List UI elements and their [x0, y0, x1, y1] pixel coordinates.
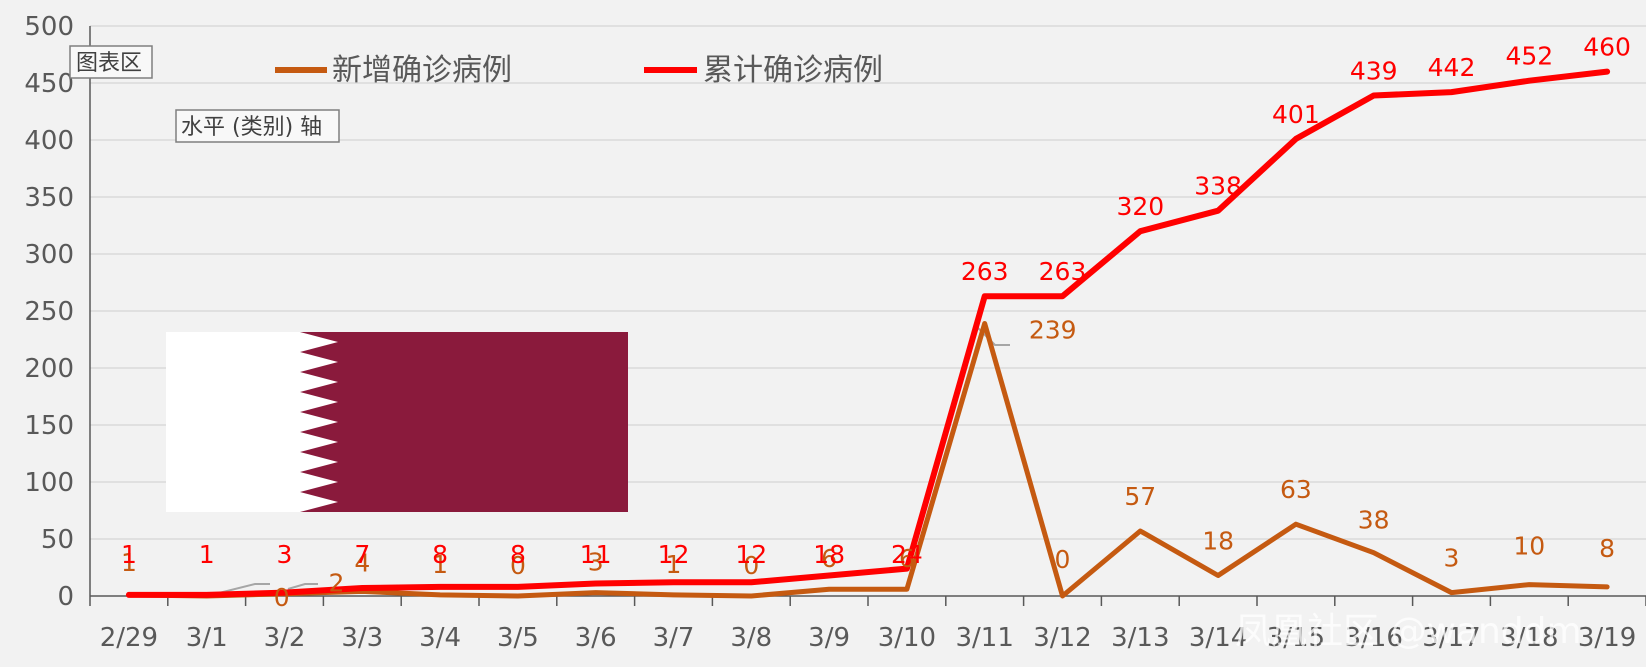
- data-label-new: 38: [1358, 506, 1390, 535]
- y-tick-label: 250: [24, 297, 74, 327]
- data-label-new: 63: [1280, 475, 1312, 504]
- x-tick-label: 3/3: [341, 623, 383, 653]
- x-tick-label: 3/7: [653, 623, 695, 653]
- x-tick-label: 3/6: [575, 623, 617, 653]
- x-tick-label: 3/15: [1267, 623, 1325, 653]
- x-tick-label: 3/13: [1111, 623, 1169, 653]
- data-label-new: 1: [432, 550, 448, 579]
- data-label-cumulative: 320: [1116, 192, 1164, 221]
- data-label-cumulative: 12: [658, 540, 690, 569]
- data-label-new: 18: [1202, 526, 1234, 555]
- data-label-new: 0: [743, 551, 759, 580]
- y-tick-label: 300: [24, 240, 74, 270]
- data-label-cumulative: 401: [1272, 100, 1320, 129]
- x-tick-label: 2/29: [100, 623, 158, 653]
- x-tick-label: 3/8: [730, 623, 772, 653]
- y-tick-label: 50: [41, 525, 74, 555]
- x-axis: 2/29 3/1 3/2 3/3 3/4 3/5 3/6 3/7 3/8 3/9 3/10 3/11 3…: [89, 26, 1646, 653]
- flag-maroon-field: [300, 332, 628, 512]
- data-label-cumulative: 442: [1428, 53, 1476, 82]
- legend-label-new: 新增确诊病例: [332, 53, 512, 88]
- data-label-cumulative: 439: [1350, 57, 1398, 86]
- x-tick-label: 3/10: [878, 623, 936, 653]
- data-label-cumulative: 24: [891, 540, 923, 569]
- y-tick-label: 450: [24, 69, 74, 99]
- series-line-new: [126, 321, 1610, 599]
- x-tick-label: 3/5: [497, 623, 539, 653]
- data-label-new: 6: [899, 544, 915, 573]
- data-label-cumulative: 263: [1039, 257, 1087, 286]
- x-tick-label: 3/12: [1033, 623, 1091, 653]
- series-line-cumulative: [125, 68, 1611, 598]
- category-axis-tag-box: [175, 109, 340, 143]
- data-label-new: 4: [354, 548, 370, 577]
- data-label-cumulative: 11: [580, 540, 612, 569]
- y-tick-label: 0: [57, 582, 74, 612]
- x-tick-label: 3/18: [1500, 623, 1558, 653]
- data-label-cumulative: 1: [121, 540, 137, 569]
- y-tick-label: 400: [24, 126, 74, 156]
- category-axis-tag-label: 水平 (类别) 轴: [181, 115, 322, 140]
- data-label-new: 1: [666, 550, 682, 579]
- x-tick-label: 3/2: [264, 623, 306, 653]
- data-label-new: 0: [274, 583, 290, 612]
- x-tick-label: 3/9: [808, 623, 850, 653]
- data-label-new: 57: [1124, 482, 1156, 511]
- qatar-flag: [166, 332, 628, 512]
- plot-area-tag[interactable]: 图表区: [69, 45, 153, 79]
- data-label-cumulative: 452: [1505, 42, 1553, 71]
- data-label-cumulative: 8: [510, 540, 526, 569]
- data-label-new: 8: [1599, 534, 1615, 563]
- x-tick-label: 3/4: [419, 623, 461, 653]
- data-label-new: 3: [588, 548, 604, 577]
- x-tick-label: 3/17: [1422, 623, 1480, 653]
- x-tick-label: 3/1: [186, 623, 228, 653]
- data-label-new: 2: [329, 569, 345, 598]
- x-tick-label: 3/11: [956, 623, 1014, 653]
- data-label-new: 3: [1444, 544, 1460, 573]
- data-label-new: 0: [1055, 545, 1071, 574]
- data-label-cumulative: 1: [199, 540, 215, 569]
- y-tick-label: 150: [24, 411, 74, 441]
- legend-label-cumulative: 累计确诊病例: [703, 53, 883, 88]
- data-label-new: 0: [510, 551, 526, 580]
- data-label-new: 1: [121, 548, 137, 577]
- series-lines: [125, 68, 1611, 599]
- y-tick-label: 350: [24, 183, 74, 213]
- data-label-cumulative: 8: [432, 540, 448, 569]
- data-label-new: 10: [1513, 532, 1545, 561]
- data-label-cumulative: 12: [735, 540, 767, 569]
- data-label-cumulative: 460: [1583, 33, 1631, 62]
- data-label-cumulative: 263: [961, 257, 1009, 286]
- data-label-cumulative: 18: [813, 540, 845, 569]
- x-tick-label: 3/16: [1345, 623, 1403, 653]
- y-tick-label: 200: [24, 354, 74, 384]
- category-axis-tag[interactable]: 水平 (类别) 轴: [175, 109, 340, 143]
- data-label-cumulative: 3: [277, 540, 293, 569]
- data-label-new: 6: [821, 544, 837, 573]
- watermark: 凤凰社区 @wanddm: [1235, 611, 1582, 652]
- plot-area-tag-box: [69, 45, 153, 79]
- data-label-cumulative: 7: [354, 540, 370, 569]
- x-tick-label: 3/19: [1578, 623, 1636, 653]
- data-label-new: 239: [1029, 316, 1077, 345]
- plot-area-tag-label: 图表区: [76, 51, 142, 76]
- y-tick-label: 100: [24, 468, 74, 498]
- leader-line-3-2: [287, 583, 318, 590]
- y-axis-ticks: 0 50 100 150 200 250 300 350 400 450 500: [24, 12, 74, 612]
- y-tick-label: 500: [24, 12, 74, 42]
- data-label-cumulative: 338: [1194, 172, 1242, 201]
- legend: 新增确诊病例 累计确诊病例: [275, 53, 883, 88]
- x-tick-label: 3/14: [1189, 623, 1247, 653]
